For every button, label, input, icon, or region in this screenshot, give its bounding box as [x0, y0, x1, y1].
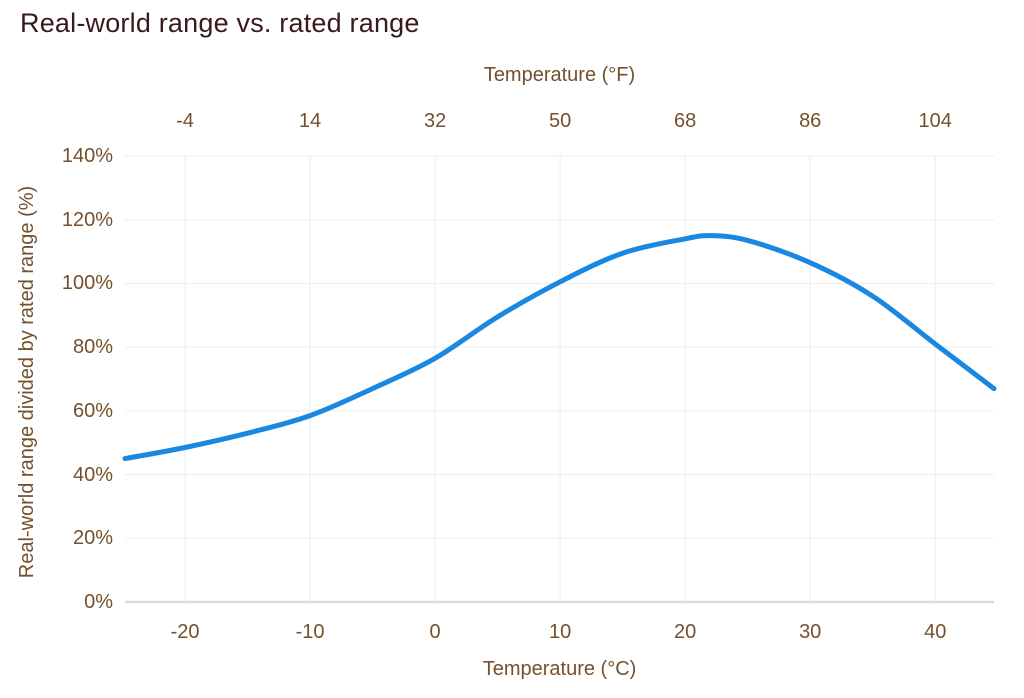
top-axis-title: Temperature (°F) [483, 64, 636, 86]
y-tick-label: 40% [72, 463, 113, 486]
y-tick-label: 100% [61, 272, 113, 295]
bottom-tick-label: -10 [295, 621, 325, 643]
top-tick-label: 68 [674, 110, 697, 132]
y-tick-label: 80% [72, 336, 113, 359]
top-tick-label: -4 [176, 110, 194, 132]
top-tick-label: 104 [918, 110, 952, 132]
y-tick-label: 20% [72, 527, 113, 550]
y-tick-label: 140% [61, 145, 113, 167]
bottom-tick-label: -20 [170, 621, 200, 643]
top-tick-label: 50 [549, 110, 572, 132]
bottom-tick-label: 30 [799, 621, 822, 643]
range-curve [122, 233, 997, 462]
chart-title: Real-world range vs. rated range [20, 8, 420, 38]
top-tick-label: 86 [799, 110, 822, 132]
y-tick-label: 60% [72, 399, 113, 422]
bottom-tick-label: 40 [924, 621, 947, 643]
bottom-tick-label: 0 [429, 621, 441, 643]
top-tick-label: 32 [423, 110, 447, 132]
bottom-axis-title: Temperature (°C) [482, 658, 637, 680]
bottom-tick-label: 10 [549, 621, 572, 643]
y-tick-label: 120% [61, 208, 113, 231]
bottom-tick-label: 20 [674, 621, 697, 643]
top-tick-label: 14 [298, 110, 322, 132]
y-tick-label: 0% [84, 591, 113, 613]
